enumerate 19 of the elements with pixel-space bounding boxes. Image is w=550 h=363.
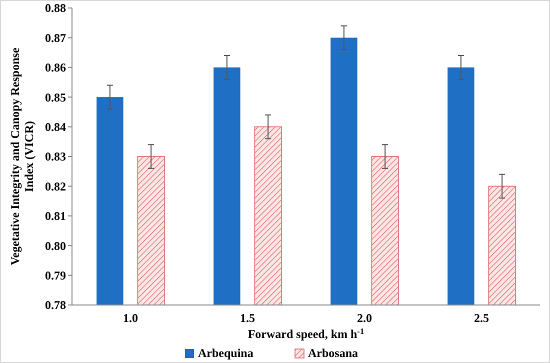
y-tick-label: 0.87 [45, 30, 66, 45]
x-tick-label: 1.0 [123, 311, 138, 325]
y-tick-label: 0.86 [45, 60, 66, 75]
y-tick-label: 0.84 [45, 120, 66, 134]
y-tick-label: 0.79 [45, 268, 66, 282]
y-tick-label: 0.83 [45, 150, 66, 164]
x-tick-label: 2.5 [474, 311, 489, 325]
y-tick-label: 0.81 [45, 209, 66, 224]
y-tick-label: 0.82 [45, 179, 66, 194]
x-tick-label: 2.0 [357, 311, 372, 325]
y-axis-title: Vegetative Integrity and Canopy Response Index (VICR) [8, 47, 36, 266]
legend-label: Arbosana [308, 346, 358, 360]
y-tick-label: 0.80 [45, 238, 66, 253]
y-tick-label: 0.78 [45, 298, 66, 312]
y-tick-label: 0.88 [45, 1, 66, 16]
y-tick-label: 0.85 [45, 90, 66, 104]
x-axis-title: Forward speed, km h$^{-1}$ [248, 326, 364, 341]
x-tick-label: 1.5 [240, 311, 255, 325]
legend-label: Arbequina [198, 346, 254, 360]
